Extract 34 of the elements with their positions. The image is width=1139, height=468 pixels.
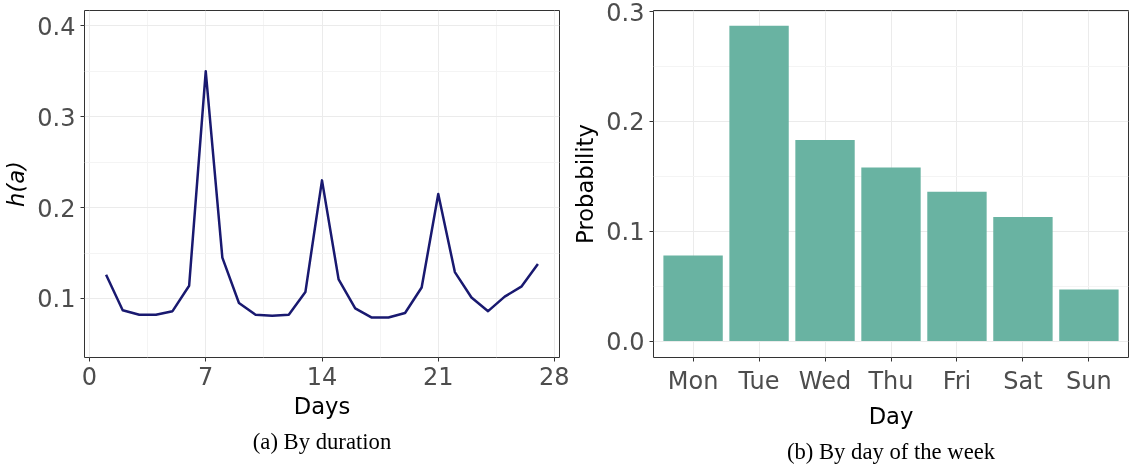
bar (663, 255, 723, 342)
line-series (104, 70, 540, 319)
y-axis-title: Probability (572, 124, 599, 244)
x-axis-title: Days (293, 392, 351, 419)
x-tick-label: Wed (798, 366, 852, 395)
x-tick-label: 21 (422, 362, 454, 391)
y-tick-label: 0.3 (37, 103, 76, 132)
x-tick-label: Fri (942, 366, 972, 395)
text: (b) By day of the week (786, 438, 996, 464)
bar (1059, 289, 1119, 342)
x-tick-label: 0 (81, 362, 98, 391)
x-tick-label: 7 (198, 362, 214, 391)
y-axis-title: h(a) (3, 161, 30, 207)
bar (795, 140, 855, 342)
x-tick-label: Sat (1003, 366, 1043, 395)
x-tick-label: 28 (538, 362, 570, 391)
y-tick-label: 0.2 (606, 108, 645, 137)
bar (729, 25, 789, 342)
y-tick-label: 0.0 (606, 328, 645, 357)
y-tick-label: 0.1 (37, 285, 76, 314)
text: (a) By duration (252, 428, 392, 454)
bar (927, 191, 987, 342)
y-tick-label: 0.1 (606, 218, 645, 247)
x-tick-label: Mon (667, 366, 719, 395)
x-tick-label: 14 (306, 362, 338, 391)
y-tick-label: 0.3 (606, 0, 645, 27)
y-tick-label: 0.2 (37, 194, 76, 223)
x-tick-label: Tue (737, 366, 780, 395)
bar (993, 216, 1053, 342)
y-tick-label: 0.4 (37, 12, 76, 41)
x-tick-label: Sun (1066, 366, 1112, 395)
x-tick-label: Thu (867, 366, 914, 395)
bar (861, 167, 921, 342)
x-axis-title: Day (868, 402, 914, 429)
